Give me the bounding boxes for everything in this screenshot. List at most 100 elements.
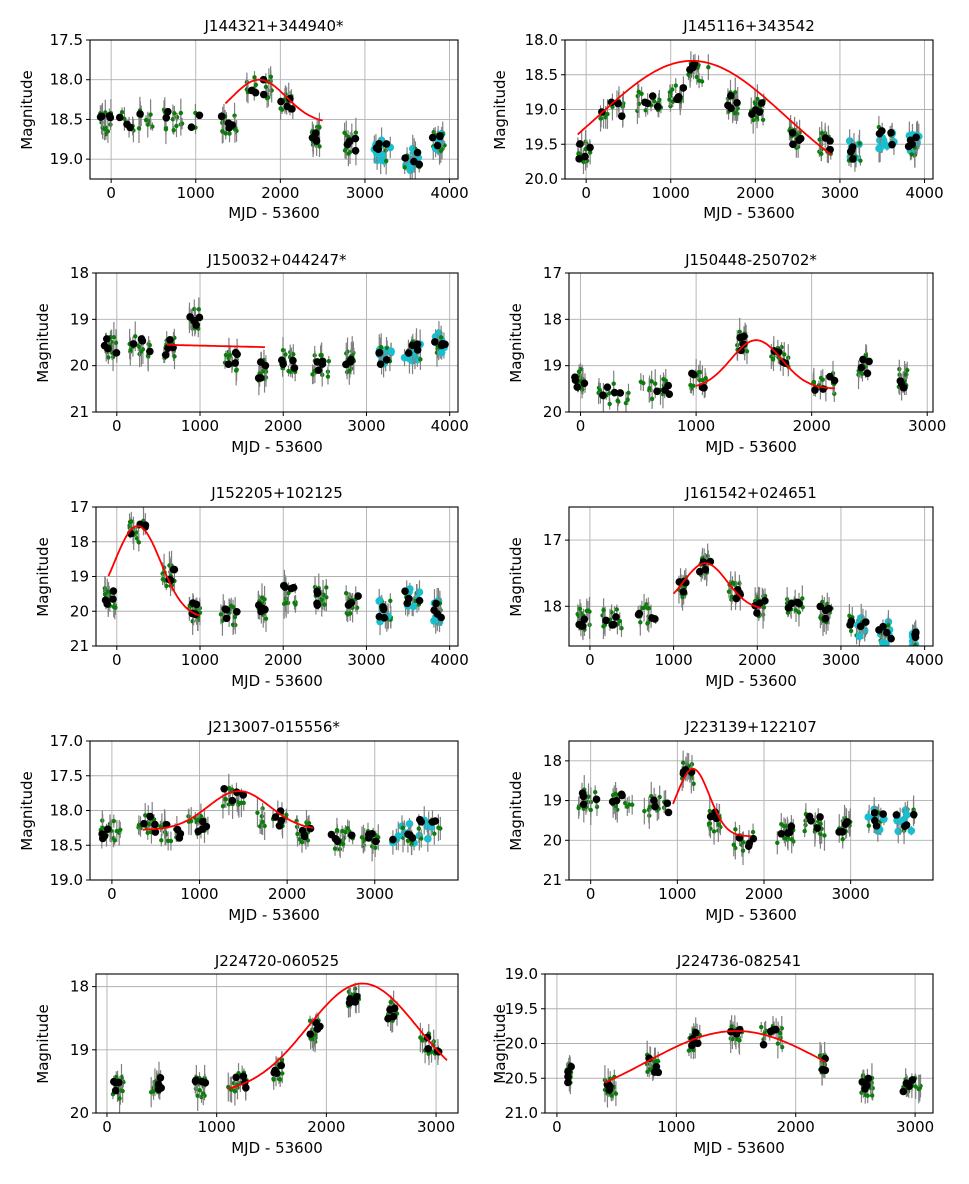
green-point [913, 642, 918, 646]
x-tick-label: 3000 [832, 885, 870, 903]
black-point [192, 321, 200, 329]
y-tick-label: 19.5 [525, 135, 558, 153]
panel-title: J150448-250702* [684, 251, 817, 269]
panel-j213007: J213007-015556* MJD - 53600 Magnitude 0 1… [18, 718, 459, 924]
panel-title: J152205+102125 [210, 484, 343, 502]
cyan-point [902, 811, 911, 819]
black-point [129, 340, 138, 348]
green-point [105, 129, 111, 134]
black-point [599, 391, 607, 399]
black-point [162, 113, 171, 122]
black-point [314, 366, 323, 374]
black-point [164, 107, 172, 116]
green-point [707, 808, 712, 814]
y-tick-label: 20 [70, 357, 89, 375]
green-point [353, 130, 359, 135]
black-point [892, 811, 901, 819]
green-point [729, 1024, 734, 1029]
y-axis-label: Magnitude [34, 537, 52, 616]
black-point [736, 333, 744, 342]
black-point [259, 90, 268, 99]
y-tick-label: 19 [70, 568, 89, 586]
black-point [224, 360, 233, 369]
black-point [189, 599, 197, 607]
green-point [340, 841, 346, 847]
green-point [111, 818, 116, 824]
plot-frame [95, 973, 459, 1114]
x-tick-label: 2000 [264, 417, 302, 435]
cyan-point [864, 813, 873, 821]
grid [96, 506, 458, 647]
black-point [221, 605, 230, 613]
black-point [821, 614, 830, 623]
green-point [736, 1038, 742, 1043]
y-tick-label: 19.5 [505, 1000, 538, 1018]
y-tick-label: 18 [543, 597, 562, 615]
y-tick-label: 17.5 [50, 767, 83, 785]
black-point [573, 383, 582, 391]
x-tick-label: 3000 [347, 417, 385, 435]
cyan-point [375, 597, 384, 605]
black-point [300, 831, 308, 839]
green-point [259, 814, 265, 819]
black-point [436, 132, 444, 140]
cyan-point [379, 151, 387, 160]
data-points [96, 66, 447, 179]
green-point [647, 386, 652, 391]
black-point [769, 1026, 777, 1034]
x-tick-label: 0 [581, 184, 591, 202]
black-point [390, 1004, 399, 1013]
black-point [154, 1085, 163, 1094]
green-point [703, 375, 708, 381]
green-point [171, 127, 176, 133]
green-point [405, 838, 411, 844]
green-point [909, 152, 914, 157]
panel-title: J145116+343542 [682, 17, 815, 35]
black-point [231, 359, 240, 367]
black-point [735, 1025, 744, 1034]
black-point [788, 128, 797, 137]
black-point [733, 99, 741, 107]
green-point [645, 621, 650, 626]
black-point [431, 817, 440, 825]
axes: 0 1000 2000 3000 4000 18.0 18.5 19.0 19.5 20.0 [525, 31, 944, 202]
green-point [192, 306, 197, 312]
black-point [872, 822, 881, 830]
green-point [848, 628, 854, 634]
black-point [575, 155, 583, 163]
cyan-point [876, 144, 884, 152]
black-point [428, 133, 437, 142]
black-point [861, 1085, 869, 1093]
black-point [564, 1072, 572, 1081]
green-point [649, 379, 654, 384]
green-point [160, 577, 166, 582]
green-point [587, 150, 593, 155]
black-point [401, 154, 409, 162]
green-point [607, 390, 612, 396]
fit-curve [604, 1030, 827, 1084]
black-point [277, 1061, 286, 1070]
black-point [351, 134, 360, 143]
data-points [576, 750, 918, 866]
black-point [912, 133, 921, 142]
black-point [912, 628, 920, 637]
black-point [187, 123, 196, 132]
black-point [368, 830, 376, 838]
y-axis-label: Magnitude [507, 303, 525, 382]
black-point [651, 802, 659, 811]
green-point [680, 594, 685, 600]
black-point [879, 810, 887, 818]
black-point [290, 364, 299, 372]
green-point [223, 352, 229, 358]
fit-curve [227, 982, 448, 1090]
green-point [324, 595, 329, 600]
x-axis-label: MJD - 53600 [228, 906, 320, 924]
data-points [98, 773, 443, 862]
x-tick-label: 1000 [655, 651, 693, 669]
x-tick-label: 1000 [198, 1118, 236, 1136]
black-point [406, 831, 414, 839]
y-tick-label: 20 [70, 602, 89, 620]
green-point [388, 999, 393, 1005]
green-point [128, 347, 133, 353]
